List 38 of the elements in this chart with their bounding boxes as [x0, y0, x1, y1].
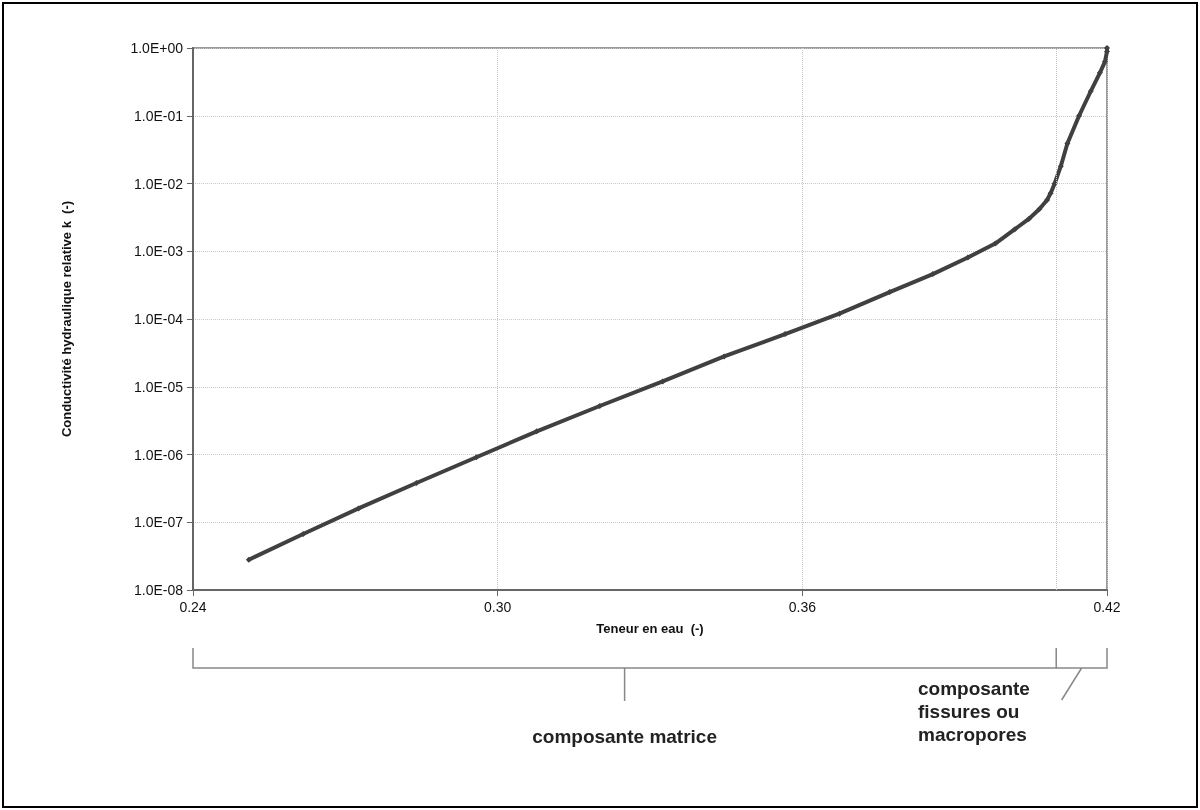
y-tick-label: 1.0E-04	[133, 311, 184, 327]
point	[992, 240, 999, 247]
point	[964, 254, 971, 261]
point	[245, 556, 252, 563]
y-tick-label: 1.0E+00	[130, 40, 184, 56]
text: composante fissures ou macropores	[918, 677, 1031, 746]
y-tick-label: 1.0E-01	[133, 107, 184, 124]
x-tick-label: 0.42	[1093, 599, 1121, 615]
point	[1047, 190, 1054, 197]
y-tick-label: 1.0E-08	[133, 582, 184, 598]
point	[1096, 69, 1103, 76]
x-axis-title: Teneur en eau (-)	[596, 621, 704, 636]
point	[1044, 197, 1051, 204]
x-tick-label: 0.30	[484, 599, 512, 615]
point	[721, 353, 728, 360]
point	[1064, 140, 1071, 147]
point	[836, 310, 843, 317]
point	[1036, 206, 1043, 213]
point	[1101, 58, 1108, 65]
point	[1051, 180, 1058, 187]
y-tick-label: 1.0E-02	[133, 175, 184, 192]
point	[413, 479, 420, 486]
y-tick-label: 1.0E-06	[133, 446, 184, 463]
point	[355, 505, 362, 512]
point	[1011, 226, 1018, 233]
point	[473, 454, 480, 461]
text: composante matrice	[531, 725, 718, 748]
point	[1087, 88, 1094, 95]
x-tick-label: 0.36	[788, 599, 817, 615]
y-tick-label: 1.0E-03	[133, 243, 184, 260]
y-tick-label: 1.0E-05	[133, 378, 184, 395]
x-tick-label: 0.24	[179, 599, 207, 615]
point	[533, 428, 540, 435]
y-tick-label: 1.0E-07	[133, 514, 184, 531]
y-axis-title: Conductivité hydraulique relative k (-)	[59, 200, 74, 438]
point	[886, 289, 893, 296]
point	[1025, 215, 1032, 222]
point	[659, 378, 666, 385]
